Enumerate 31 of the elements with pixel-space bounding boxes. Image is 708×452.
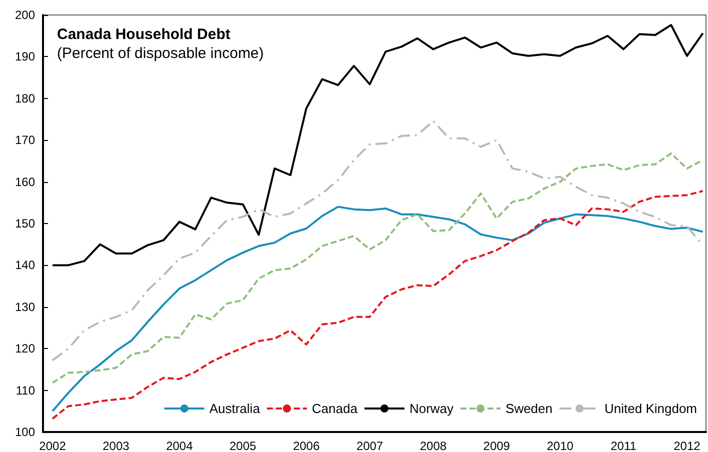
y-tick-label: 170	[14, 133, 36, 148]
y-tick-label: 200	[14, 8, 36, 22]
text: Canada Household Debt	[57, 26, 230, 43]
y-tick-label: 160	[14, 174, 36, 189]
x-tick-label: 2003	[102, 439, 130, 452]
x-tick-label: 2008	[420, 439, 447, 452]
x-tick-label: 2002	[39, 439, 66, 452]
y-tick-label: 190	[14, 50, 36, 64]
y-tick-label: 110	[16, 383, 36, 398]
legend-label: Sweden	[506, 401, 553, 416]
x-tick-label: 2010	[546, 439, 574, 452]
x-tick-label: 2012	[674, 439, 701, 452]
x-tick-label: 2004	[166, 439, 194, 452]
y-tick-label: 100	[14, 425, 36, 439]
x-tick-label: 2007	[356, 439, 384, 452]
x-tick-label: 2011	[610, 439, 637, 452]
y-tick-label: 120	[14, 342, 36, 356]
legend-label: Norway	[409, 401, 454, 416]
x-tick-label: 2005	[230, 439, 257, 452]
x-tick-label: 2009	[483, 439, 510, 452]
line-series	[52, 152, 704, 384]
y-tick-label: 140	[14, 258, 36, 272]
y-tick-label: 150	[14, 216, 36, 230]
text: (Percent of disposable income)	[57, 45, 264, 62]
line-series	[52, 24, 704, 266]
y-tick-label: 180	[14, 91, 36, 106]
x-tick-label: 2006	[292, 439, 320, 452]
legend-label: United Kingdom	[604, 401, 697, 416]
legend-label: Canada	[312, 401, 358, 416]
y-tick-label: 130	[14, 300, 36, 314]
legend-label: Australia	[209, 401, 261, 416]
